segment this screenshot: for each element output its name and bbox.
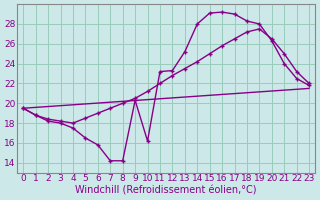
X-axis label: Windchill (Refroidissement éolien,°C): Windchill (Refroidissement éolien,°C) xyxy=(76,186,257,196)
